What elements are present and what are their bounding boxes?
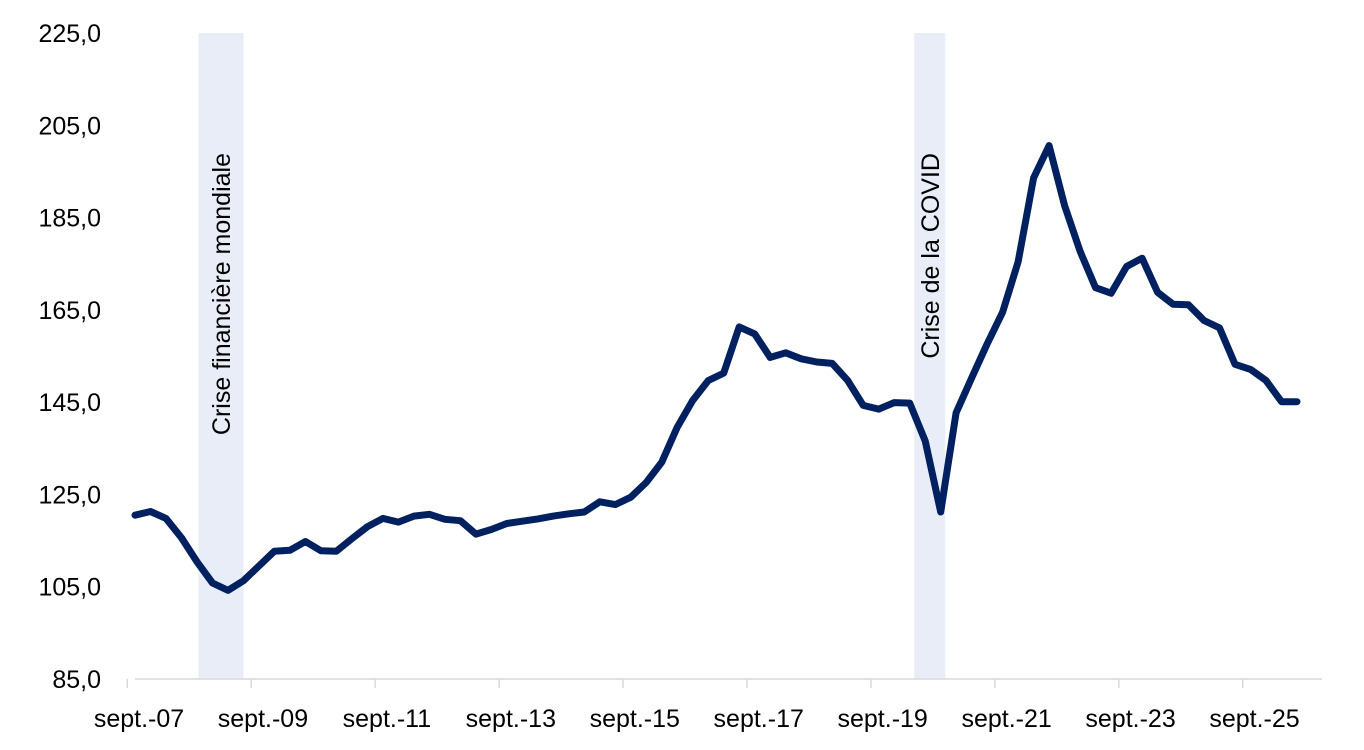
crisis-label-1: Crise de la COVID bbox=[917, 153, 945, 359]
y-tick-label: 85,0 bbox=[52, 666, 101, 694]
annotation-labels: Crise financière mondiale Crise de la COV… bbox=[208, 153, 945, 435]
x-tick-label: sept.-17 bbox=[714, 705, 804, 733]
x-axis: sept.-07 sept.-09 sept.-11 sept.-13 sept.-15… bbox=[94, 678, 1322, 733]
y-tick-label: 185,0 bbox=[38, 205, 101, 233]
recession-bands bbox=[198, 33, 946, 679]
crisis-band-1 bbox=[914, 33, 946, 679]
series-points bbox=[133, 144, 1299, 593]
y-tick-label: 105,0 bbox=[38, 574, 101, 602]
y-tick-label: 225,0 bbox=[38, 20, 101, 48]
x-tick-label: sept.-21 bbox=[961, 705, 1051, 733]
x-tick-label: sept.-25 bbox=[1209, 705, 1299, 733]
y-tick-label: 125,0 bbox=[38, 481, 101, 509]
x-tick-label: sept.-23 bbox=[1085, 705, 1175, 733]
x-tick-label: sept.-13 bbox=[466, 705, 556, 733]
series-line bbox=[131, 142, 1301, 594]
x-tick-label: sept.-11 bbox=[343, 705, 431, 733]
y-tick-label: 165,0 bbox=[38, 297, 101, 325]
y-tick-label: 205,0 bbox=[38, 112, 101, 140]
x-tick-label: sept.-09 bbox=[218, 705, 308, 733]
x-tick-label: sept.-07 bbox=[94, 705, 184, 733]
crisis-label-0: Crise financière mondiale bbox=[208, 153, 236, 435]
y-tick-label: 145,0 bbox=[38, 389, 101, 417]
y-axis: 225,0 205,0 185,0 165,0 145,0 125,0 105,0 85,0 bbox=[38, 20, 101, 694]
x-tick-label: sept.-19 bbox=[838, 705, 928, 733]
x-tick-label: sept.-15 bbox=[590, 705, 680, 733]
